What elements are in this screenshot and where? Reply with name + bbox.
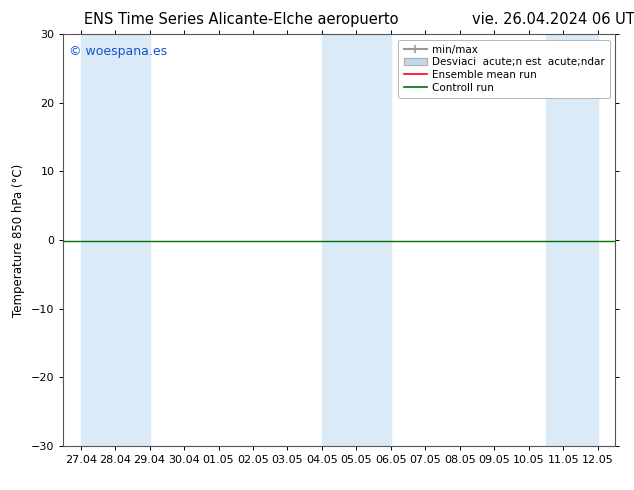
Text: © woespana.es: © woespana.es [69, 45, 167, 58]
Bar [546, 34, 598, 446]
Text: vie. 26.04.2024 06 UTC: vie. 26.04.2024 06 UTC [472, 12, 634, 27]
Bar [322, 34, 391, 446]
Text: ENS Time Series Alicante-Elche aeropuerto: ENS Time Series Alicante-Elche aeropuert… [84, 12, 398, 27]
Legend: min/max, Desviaci  acute;n est  acute;ndar, Ensemble mean run, Controll run: min/max, Desviaci acute;n est acute;ndar… [399, 40, 610, 98]
Bar [81, 34, 150, 446]
Y-axis label: Temperature 850 hPa (°C): Temperature 850 hPa (°C) [12, 164, 25, 317]
